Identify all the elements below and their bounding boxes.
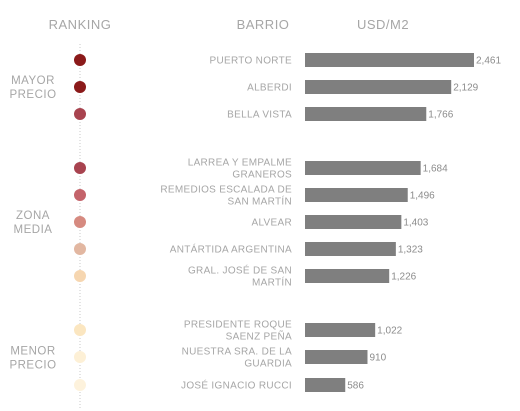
ranking-dot xyxy=(74,379,86,391)
category-labels: PUERTO NORTE ALBERDI BELLA VISTA LARREA Y E… xyxy=(160,56,292,392)
value-label: 1,226 xyxy=(391,272,416,283)
ranking-dot xyxy=(74,351,86,363)
ranking-dot xyxy=(74,216,86,228)
group-labels: MAYOR PRECIO ZONA MEDIA MENOR PRECIO xyxy=(9,75,56,372)
value-label: 586 xyxy=(347,381,364,392)
category-label: LARREA Y EMPALME GRANEROS xyxy=(188,158,292,181)
group-label: ZONA MEDIA xyxy=(14,210,53,236)
value-label: 1,684 xyxy=(423,164,448,175)
value-label: 1,323 xyxy=(398,245,423,256)
value-label: 2,461 xyxy=(476,56,501,67)
bar xyxy=(305,80,452,94)
category-label: PUERTO NORTE xyxy=(209,56,292,67)
bars xyxy=(305,53,474,392)
group-label: MENOR PRECIO xyxy=(9,346,56,372)
ranking-dot xyxy=(74,162,86,174)
bar xyxy=(305,378,346,392)
header-barrio: BARRIO xyxy=(237,17,290,32)
category-label: PRESIDENTE ROQUE SAENZ PEÑA xyxy=(184,320,292,343)
header-ranking: RANKING xyxy=(49,17,112,32)
ranking-dot xyxy=(74,324,86,336)
bar xyxy=(305,188,408,202)
bar xyxy=(305,350,368,364)
value-label: 1,496 xyxy=(410,191,435,202)
bar xyxy=(305,242,396,256)
value-label: 910 xyxy=(369,353,386,364)
bar xyxy=(305,107,427,121)
category-label: ALVEAR xyxy=(251,218,292,229)
value-label: 1,403 xyxy=(403,218,428,229)
ranking-dot xyxy=(74,270,86,282)
bar xyxy=(305,323,376,337)
bar xyxy=(305,269,390,283)
value-label: 1,022 xyxy=(377,326,402,337)
ranking-dot xyxy=(74,54,86,66)
ranking-dot xyxy=(74,189,86,201)
ranking-dot xyxy=(74,81,86,93)
category-label: NUESTRA SRA. DE LA GUARDIA xyxy=(182,347,292,370)
category-label: ANTÁRTIDA ARGENTINA xyxy=(170,243,292,256)
ranking-dot xyxy=(74,243,86,255)
ranking-dot xyxy=(74,108,86,120)
bar xyxy=(305,161,421,175)
value-label: 2,129 xyxy=(453,83,478,94)
category-label: ALBERDI xyxy=(247,83,292,94)
bar xyxy=(305,215,402,229)
header-usd-m2: USD/M2 xyxy=(357,17,409,32)
bar xyxy=(305,53,474,67)
category-label: REMEDIOS ESCALADA DE SAN MARTÍN xyxy=(160,185,292,208)
group-label: MAYOR PRECIO xyxy=(9,75,56,101)
value-label: 1,766 xyxy=(428,110,453,121)
category-label: JOSÉ IGNACIO RUCCI xyxy=(181,379,292,392)
category-label: GRAL. JOSÉ DE SAN MARTÍN xyxy=(188,264,292,289)
ranking-dots xyxy=(74,54,86,391)
value-labels: 2,461 2,129 1,766 1,684 1,496 1,403 1,323 1,226… xyxy=(347,56,501,392)
category-label: BELLA VISTA xyxy=(227,110,292,121)
